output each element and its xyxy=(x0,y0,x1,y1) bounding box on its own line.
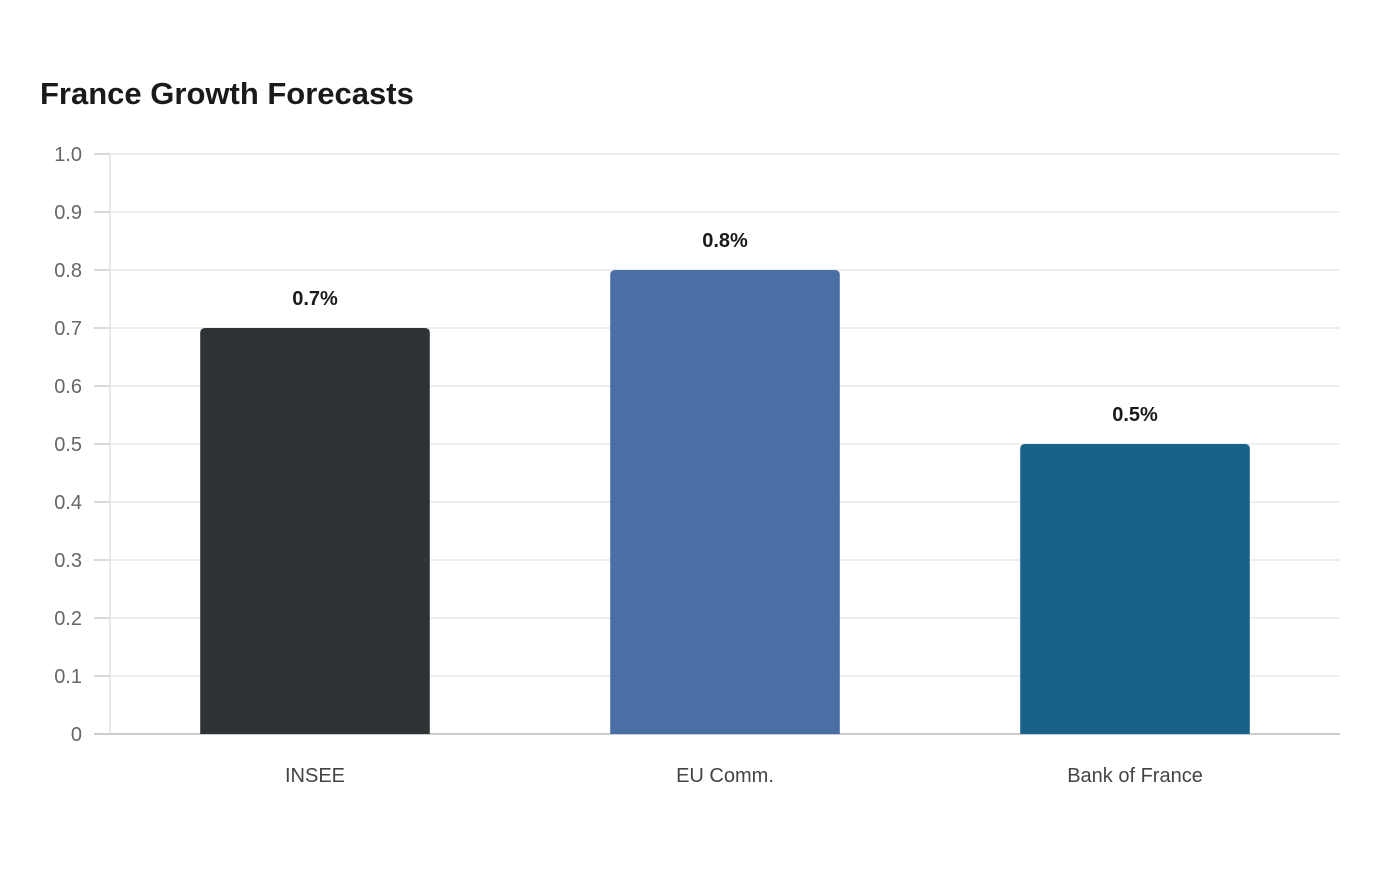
x-category-label: Bank of France xyxy=(1067,765,1203,787)
bar-eu-comm xyxy=(610,270,840,734)
bar-bank-of-france xyxy=(1020,444,1250,734)
y-tick-label: 0 xyxy=(71,724,82,746)
y-tick-label: 0.4 xyxy=(54,492,82,514)
bar-value-label: 0.5% xyxy=(1112,404,1158,426)
y-tick-label: 0.8 xyxy=(54,260,82,282)
x-category-label: EU Comm. xyxy=(676,765,774,787)
chart-title: France Growth Forecasts xyxy=(40,76,414,111)
y-tick-label: 0.9 xyxy=(54,202,82,224)
y-tick-label: 0.5 xyxy=(54,434,82,456)
bar-insee xyxy=(200,328,430,734)
y-tick-label: 0.3 xyxy=(54,550,82,572)
y-tick-label: 0.2 xyxy=(54,608,82,630)
y-tick-label: 0.6 xyxy=(54,376,82,398)
bars xyxy=(200,270,1250,734)
y-tick-label: 0.7 xyxy=(54,318,82,340)
y-tick-label: 0.1 xyxy=(54,666,82,688)
x-category-label: INSEE xyxy=(285,765,345,787)
bar-value-label: 0.8% xyxy=(702,230,748,252)
labels: 0 0.1 0.2 0.3 0.4 0.5 0.6 0.7 0.8 0.9 1.0 0.7% INSEE… xyxy=(54,144,1203,787)
y-tick-label: 1.0 xyxy=(54,144,82,166)
bar-value-label: 0.7% xyxy=(292,288,338,310)
